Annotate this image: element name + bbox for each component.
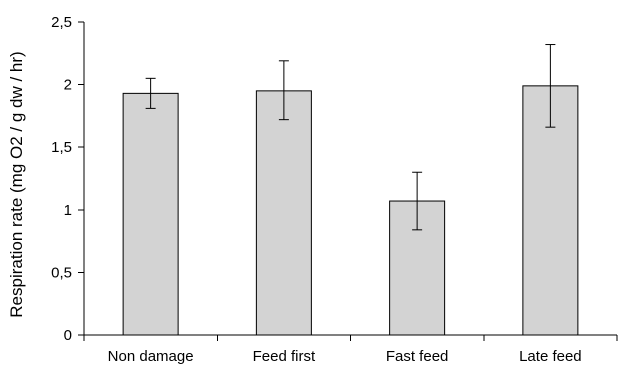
bars-layer <box>122 85 579 336</box>
y-tick-label: 0 <box>64 327 72 344</box>
y-tick-label: 2,5 <box>51 14 72 31</box>
x-ticks-layer: Non damage Feed first Fast feed Late feed <box>83 335 618 365</box>
x-tick-label: Non damage <box>108 348 194 365</box>
y-tick-label: 0,5 <box>51 264 72 281</box>
x-tick-label: Fast feed <box>386 348 449 365</box>
y-tick-label: 1 <box>64 202 72 219</box>
error-bar <box>145 77 156 109</box>
error-bar <box>545 44 556 128</box>
error-bar <box>278 60 289 121</box>
bar <box>255 90 312 336</box>
y-tick-label: 1,5 <box>51 139 72 156</box>
x-tick-label: Late feed <box>519 348 582 365</box>
error-bar <box>412 171 423 231</box>
x-tick-label: Feed first <box>253 348 316 365</box>
bar <box>122 92 179 336</box>
y-tick-label: 2 <box>64 77 72 94</box>
y-axis-label: Respiration rate (mg O2 / g dw / hr) <box>7 51 26 317</box>
error-bars-layer <box>145 44 556 231</box>
y-ticks-layer: 0 0,5 1 1,5 2 2,5 <box>51 14 84 344</box>
